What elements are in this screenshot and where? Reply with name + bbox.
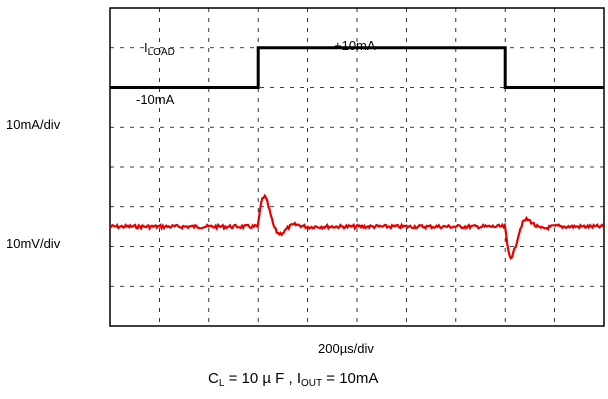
grid	[110, 8, 604, 326]
load-current-trace	[110, 46, 604, 89]
time-scale-label: 200µs/div	[318, 341, 374, 356]
current-scale-label: 10mA/div	[6, 117, 61, 132]
output-voltage-trace	[109, 193, 605, 260]
chart-caption: CL = 10 µ F , IOUT = 10mA	[208, 370, 379, 389]
voltage-scale-label: 10mV/div	[6, 236, 61, 251]
load-high-level-label: +10mA	[334, 38, 376, 53]
plot-frame	[109, 7, 605, 327]
load-series-name: ILOAD	[144, 40, 175, 58]
load-low-level-label: -10mA	[136, 92, 175, 107]
